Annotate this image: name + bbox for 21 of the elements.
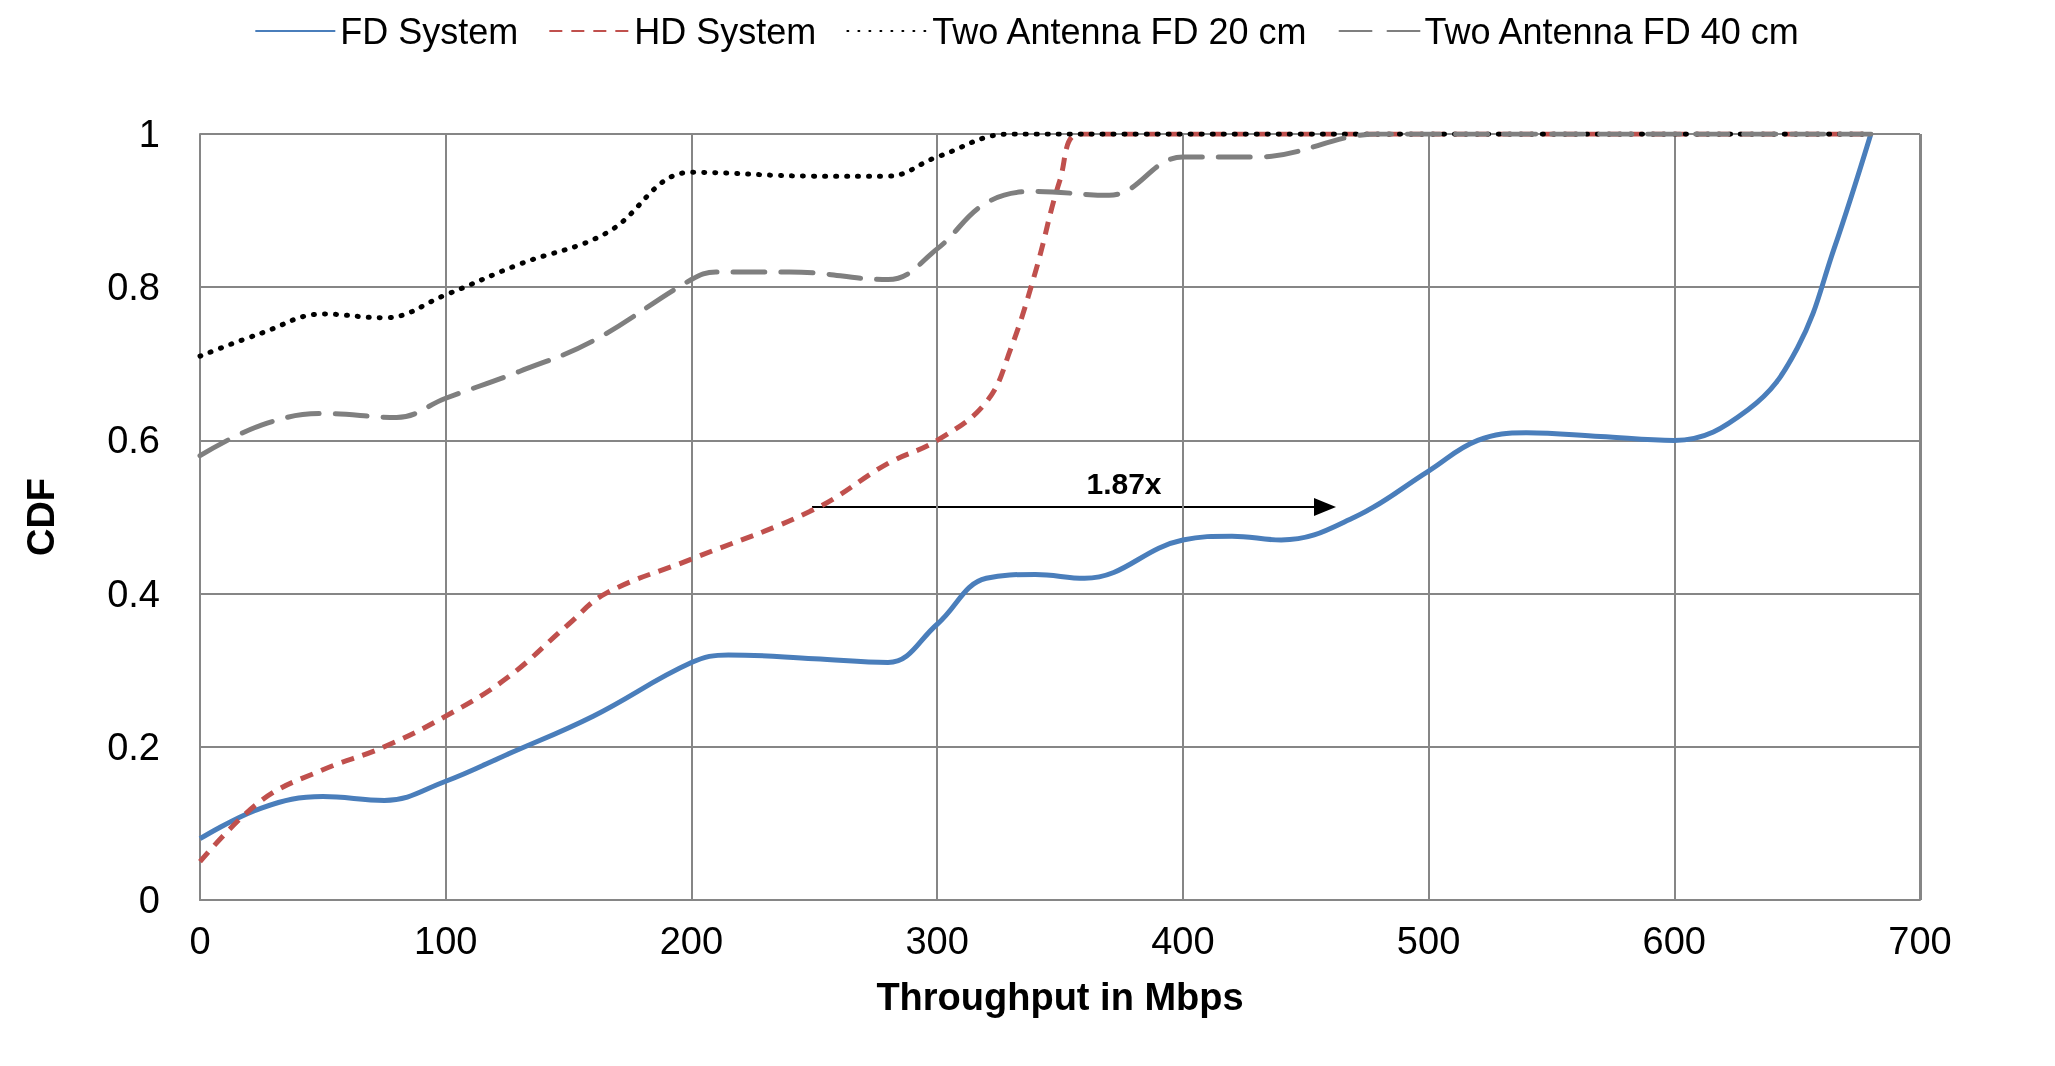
y-tick-label: 0.2 <box>107 725 160 768</box>
legend-label: Two Antenna FD 40 cm <box>1424 10 1799 52</box>
y-tick-label: 0.8 <box>107 266 160 309</box>
y-tick-label: 0.4 <box>107 572 160 615</box>
y-tick-label: 0 <box>138 879 160 921</box>
x-tick-label: 100 <box>414 920 478 962</box>
x-tick-label: 200 <box>659 920 724 962</box>
annotation: 1.87x <box>1086 466 1162 500</box>
x-tick-label: 300 <box>905 920 969 962</box>
legend-label: Two Antenna FD 20 cm <box>932 10 1307 52</box>
y-tick-label: 1 <box>138 113 160 155</box>
legend-label: FD System <box>340 10 519 52</box>
y-axis-title: CDF <box>20 477 62 557</box>
x-tick-label: 400 <box>1151 920 1215 962</box>
x-tick-label: 0 <box>189 920 211 962</box>
x-tick-label: 500 <box>1396 920 1461 962</box>
x-tick-label: 600 <box>1642 920 1706 962</box>
legend-label: HD System <box>634 10 817 52</box>
x-tick-label: 700 <box>1888 920 1952 962</box>
y-tick-label: 0.6 <box>107 419 160 462</box>
x-axis-title: Throughput in Mbps <box>876 976 1244 1018</box>
